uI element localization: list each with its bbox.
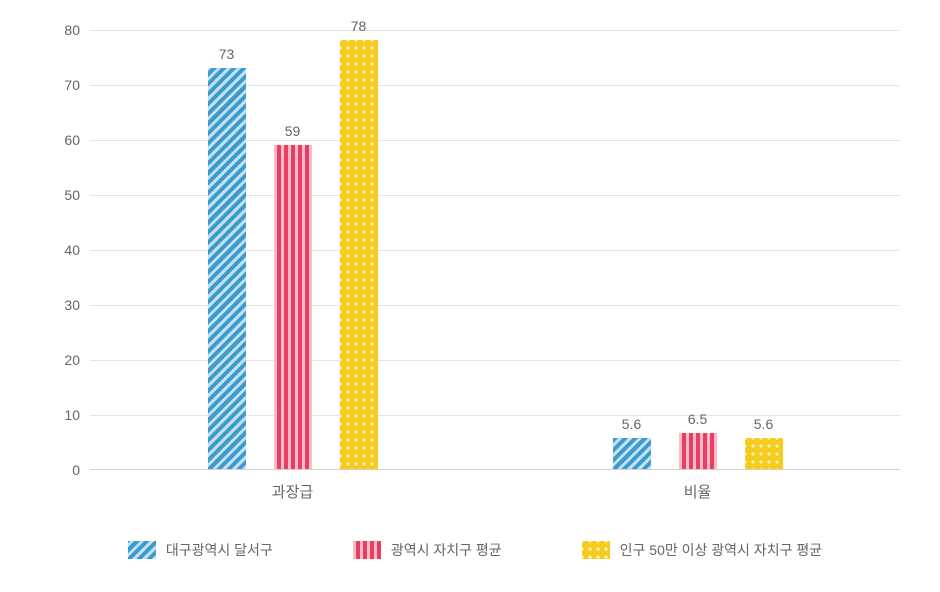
bar-value-label: 6.5 (688, 411, 707, 433)
ytick-label: 30 (64, 297, 90, 313)
legend-label: 인구 50만 이상 광역시 자치구 평균 (620, 540, 822, 560)
ytick-label: 60 (64, 132, 90, 148)
ytick-label: 70 (64, 77, 90, 93)
legend-label: 광역시 자치구 평균 (391, 540, 502, 560)
ytick-label: 80 (64, 22, 90, 38)
ytick-label: 20 (64, 352, 90, 368)
bar-series-0: 5.6 (613, 438, 651, 469)
legend-swatch (128, 541, 156, 559)
legend-swatch (582, 541, 610, 559)
bar-value-label: 5.6 (622, 416, 641, 438)
bar-value-label: 59 (285, 123, 301, 145)
ytick-label: 10 (64, 407, 90, 423)
legend: 대구광역시 달서구 광역시 자치구 평균 인구 50만 이상 광역시 자치구 평균 (40, 530, 910, 570)
legend-label: 대구광역시 달서구 (166, 540, 273, 560)
bar-series-2: 5.6 (745, 438, 783, 469)
xtick-label: 과장급 (272, 469, 313, 502)
plot-area: 01020304050607080과장급735978비율5.66.55.6 (90, 30, 900, 470)
chart-container: 01020304050607080과장급735978비율5.66.55.6 (40, 20, 910, 510)
legend-swatch (353, 541, 381, 559)
bar-value-label: 5.6 (754, 416, 773, 438)
legend-item: 광역시 자치구 평균 (353, 540, 502, 560)
legend-item: 대구광역시 달서구 (128, 540, 273, 560)
bar-series-2: 78 (340, 40, 378, 469)
bar-value-label: 78 (351, 18, 367, 40)
bar-value-label: 73 (219, 46, 235, 68)
gridline (90, 30, 900, 31)
ytick-label: 40 (64, 242, 90, 258)
ytick-label: 50 (64, 187, 90, 203)
bar-series-1: 6.5 (679, 433, 717, 469)
legend-item: 인구 50만 이상 광역시 자치구 평균 (582, 540, 822, 560)
bar-series-1: 59 (274, 145, 312, 470)
xtick-label: 비율 (684, 469, 712, 502)
bar-series-0: 73 (208, 68, 246, 470)
ytick-label: 0 (72, 462, 90, 478)
